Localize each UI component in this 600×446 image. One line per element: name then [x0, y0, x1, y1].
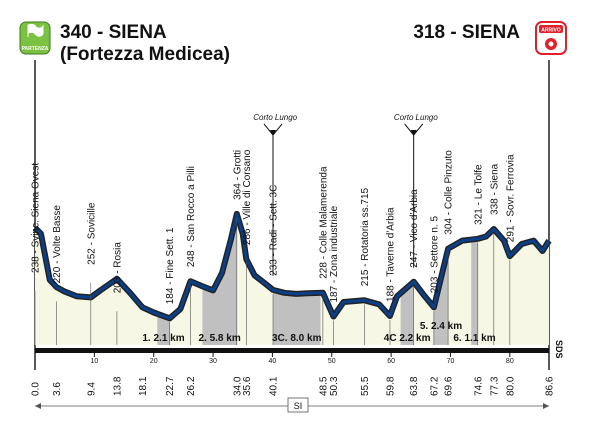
distance-label-13: 55.5: [360, 376, 371, 396]
sector-label-2: 2. 5.8 km: [198, 333, 240, 344]
distance-label-20: 80.0: [505, 376, 516, 396]
branch-arrow-1: [270, 130, 277, 136]
km-tick-label-2: 10: [90, 358, 98, 365]
point-label-16: 304 - Colle Pinzuto: [444, 150, 455, 235]
km-tick-label-6: 50: [328, 358, 336, 365]
start-badge-label: PARTENZA: [22, 46, 49, 52]
km-tick-label-3: 20: [150, 358, 158, 365]
point-label-5: 184 - Fine Sett. 1: [165, 227, 176, 304]
distance-label-17: 69.6: [444, 376, 455, 396]
branch-long-label-1: Lungo: [275, 113, 298, 122]
sector-area-3: [273, 289, 321, 345]
distance-label-9: 35.6: [242, 376, 253, 396]
distance-label-12: 50.3: [329, 376, 340, 396]
distance-label-2: 3.6: [52, 382, 63, 396]
finish-target-center: [548, 41, 554, 47]
distance-label-1: 0.0: [31, 382, 42, 396]
sector-area-4: [400, 281, 414, 345]
distance-label-10: 40.1: [269, 376, 280, 396]
scale-arrow-right: [543, 403, 549, 409]
sector-label-6: 6. 1.1 km: [453, 333, 495, 344]
sector-label-3: 3C. 8.0 km: [272, 333, 322, 344]
profile-area: [35, 213, 549, 345]
sector-label-1: 1. 2.1 km: [142, 333, 184, 344]
km-tick-label-8: 70: [447, 358, 455, 365]
point-label-7: 364 - Grotti: [232, 150, 243, 200]
finish-badge-band: [539, 25, 563, 33]
point-label-18: 338 - Siena: [489, 163, 500, 215]
point-label-9: 233 - Radi - Sett. 3C: [269, 185, 280, 276]
distance-label-19: 77.3: [489, 376, 500, 396]
distance-label-7: 26.2: [186, 376, 197, 396]
distance-label-21: 86.6: [545, 376, 556, 396]
distance-label-6: 22.7: [165, 376, 176, 396]
start-flag-icon: [27, 23, 44, 37]
point-label-8: 286 - Ville di Corsano: [242, 149, 253, 245]
point-label-10: 228 - Colle Malamerenda: [318, 166, 329, 279]
profile-outline: [33, 212, 551, 320]
distance-label-14: 59.8: [385, 376, 396, 396]
point-label-15: 203 - Settore n. 5: [429, 216, 440, 294]
branch-long-arm-2: [413, 123, 424, 136]
point-label-19: 291 - Sovr. Ferrovia: [505, 154, 516, 242]
sector-area-1: [157, 313, 170, 345]
point-label-13: 188 - Taverne d'Arbia: [385, 207, 396, 302]
point-label-14: 247 - Vico d'Arbia: [409, 189, 420, 268]
point-label-3: 252 - Sovicille: [86, 202, 97, 265]
km-tick-label-5: 40: [269, 358, 277, 365]
branch-long-label-2: Lungo: [416, 113, 439, 122]
scale-arrow-left: [35, 403, 41, 409]
km-bar: [35, 348, 549, 353]
point-label-12: 215 - Rotatoria ss.715: [360, 187, 371, 286]
point-label-4: 203 - Rosia: [112, 242, 123, 294]
km-tick-label-7: 60: [387, 358, 395, 365]
start-title: 340 - SIENA: [60, 22, 167, 43]
start-subtitle: (Fortezza Medicea): [60, 44, 230, 65]
sector-area-6: [471, 238, 478, 345]
scale-label: SI: [294, 401, 303, 411]
km-tick-label-9: 80: [506, 358, 514, 365]
branch-short-arm-2: [404, 123, 415, 136]
distance-label-8: 34.0: [232, 376, 243, 396]
point-label-1: 238 - Svinc. Siena Ovest: [31, 163, 42, 273]
finish-badge-label: ARRIVO: [541, 28, 561, 34]
distance-label-18: 74.6: [473, 376, 484, 396]
sector-label-5: 5. 2.4 km: [420, 321, 462, 332]
point-label-17: 321 - Le Tolfe: [473, 164, 484, 225]
branch-short-arm-1: [263, 123, 274, 136]
branch-long-arm-1: [272, 123, 283, 136]
branch-short-label-2: Corto: [394, 113, 414, 122]
distance-label-15: 63.8: [409, 376, 420, 396]
distance-label-3: 9.4: [86, 382, 97, 396]
point-label-11: 187 - Zona industriale: [329, 205, 340, 302]
km-tick-label-4: 30: [209, 358, 217, 365]
distance-label-16: 67.2: [429, 376, 440, 396]
sds-label: SDS: [554, 340, 564, 359]
branch-short-label-1: Corto: [253, 113, 273, 122]
point-label-6: 248 - San Rocco a Pilli: [186, 166, 197, 267]
finish-title: 318 - SIENA: [413, 22, 520, 43]
branch-arrow-2: [410, 130, 417, 136]
point-label-2: 220 - Volte Basse: [52, 205, 63, 284]
distance-label-5: 18.1: [138, 376, 149, 396]
sector-label-4: 4C 2.2 km: [384, 333, 431, 344]
scale-label-box: [287, 397, 309, 413]
distance-label-4: 13.8: [112, 376, 123, 396]
distance-label-11: 48.5: [318, 376, 329, 396]
